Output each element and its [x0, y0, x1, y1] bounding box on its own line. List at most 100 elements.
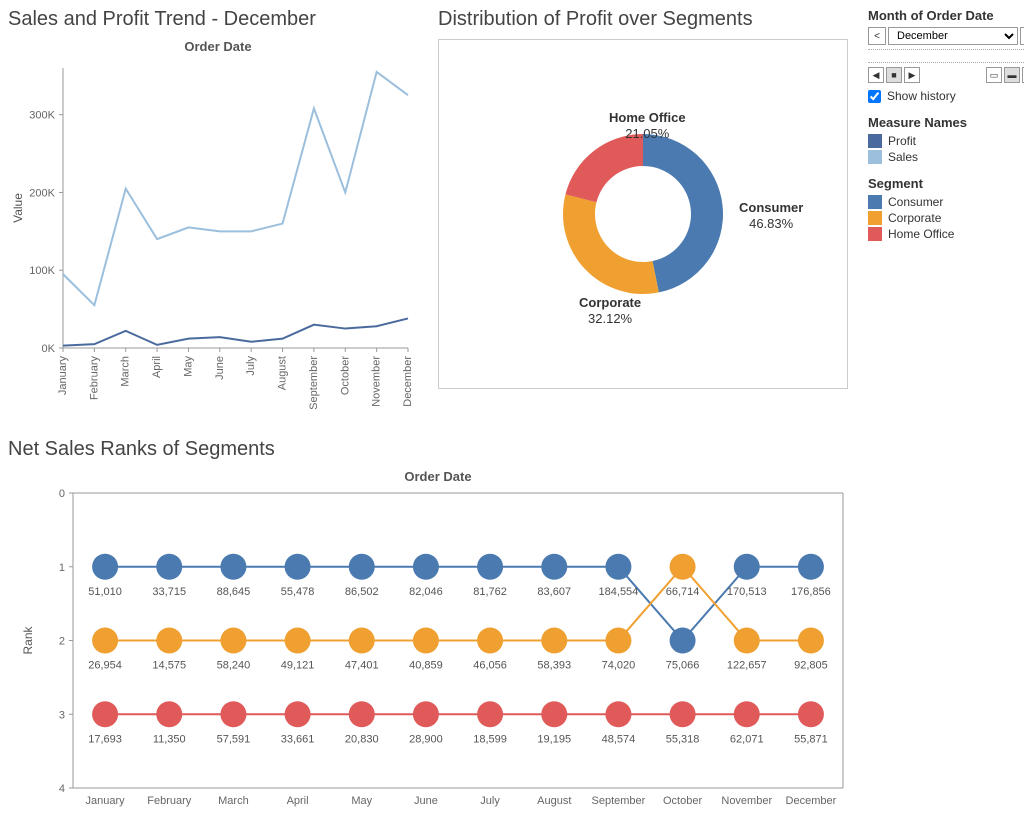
svg-text:Rank: Rank	[21, 625, 35, 654]
show-history-checkbox[interactable]	[868, 90, 881, 103]
measure-names-legend: Measure Names Profit Sales	[868, 115, 1024, 164]
svg-text:176,856: 176,856	[791, 586, 831, 598]
svg-text:December: December	[402, 356, 414, 407]
svg-text:May: May	[351, 795, 372, 807]
svg-text:3: 3	[59, 709, 65, 721]
panel3-title: Net Sales Ranks of Segments	[8, 438, 1008, 461]
line-chart-svg: 0K100K200K300KJanuaryFebruaryMarchAprilM…	[8, 58, 418, 428]
sales-profit-trend-panel: Sales and Profit Trend - December Order …	[8, 8, 428, 428]
svg-text:47,401: 47,401	[345, 660, 379, 672]
svg-text:18,599: 18,599	[473, 733, 507, 745]
rank-chart: 0 1 2 3 4 January February March April May June Jul…	[18, 488, 858, 818]
svg-text:170,513: 170,513	[727, 586, 767, 598]
svg-text:June: June	[414, 795, 438, 807]
month-select[interactable]: December	[888, 27, 1018, 45]
svg-text:March: March	[218, 795, 249, 807]
svg-text:100K: 100K	[29, 265, 55, 277]
svg-text:26,954: 26,954	[88, 660, 122, 672]
show-history-row: Show history	[868, 89, 1024, 103]
svg-text:4: 4	[59, 783, 65, 795]
step-forward-button[interactable]: ▶	[904, 67, 920, 83]
month-next-button[interactable]: >	[1020, 27, 1024, 45]
view-mode-1-button[interactable]: ▭	[986, 67, 1002, 83]
svg-text:33,661: 33,661	[281, 733, 315, 745]
svg-text:62,071: 62,071	[730, 733, 764, 745]
donut-label-consumer: Consumer46.83%	[739, 200, 803, 231]
svg-text:November: November	[371, 356, 383, 407]
svg-text:April: April	[287, 795, 309, 807]
rank-chart-svg: 0 1 2 3 4 January February March April May June Jul…	[18, 488, 858, 818]
svg-text:66,714: 66,714	[666, 586, 700, 598]
svg-text:20,830: 20,830	[345, 733, 379, 745]
svg-text:40,859: 40,859	[409, 660, 443, 672]
step-back-button[interactable]: ◀	[868, 67, 884, 83]
svg-text:58,393: 58,393	[537, 660, 571, 672]
svg-text:1: 1	[59, 562, 65, 574]
svg-text:January: January	[86, 795, 126, 807]
svg-text:200K: 200K	[29, 187, 55, 199]
svg-text:14,575: 14,575	[152, 660, 186, 672]
svg-text:88,645: 88,645	[217, 586, 251, 598]
svg-text:August: August	[277, 356, 289, 390]
svg-text:74,020: 74,020	[602, 660, 636, 672]
svg-text:46,056: 46,056	[473, 660, 507, 672]
donut-label-home-office: Home Office21.05%	[609, 110, 686, 141]
playback-icon-row: ◀ ■ ▶ ▭ ▬ ≡	[868, 67, 1024, 83]
svg-text:92,805: 92,805	[794, 660, 828, 672]
view-mode-2-button[interactable]: ▬	[1004, 67, 1020, 83]
svg-text:0: 0	[59, 488, 65, 500]
svg-text:February: February	[88, 356, 100, 401]
svg-text:55,478: 55,478	[281, 586, 315, 598]
svg-text:58,240: 58,240	[217, 660, 251, 672]
stop-button[interactable]: ■	[886, 67, 902, 83]
svg-text:57,591: 57,591	[217, 733, 251, 745]
svg-text:17,693: 17,693	[88, 733, 122, 745]
segment-legend: Segment Consumer Corporate Home Office	[868, 176, 1024, 241]
svg-text:Value: Value	[11, 193, 25, 223]
svg-text:11,350: 11,350	[153, 733, 186, 745]
svg-text:July: July	[480, 795, 500, 807]
svg-text:September: September	[308, 356, 320, 410]
svg-text:55,871: 55,871	[794, 733, 828, 745]
svg-text:184,554: 184,554	[599, 586, 639, 598]
svg-text:2: 2	[59, 636, 65, 648]
svg-text:48,574: 48,574	[602, 733, 636, 745]
show-history-label: Show history	[887, 89, 956, 103]
legend-item-sales[interactable]: Sales	[868, 150, 1024, 164]
svg-text:33,715: 33,715	[152, 586, 186, 598]
svg-text:September: September	[592, 795, 646, 807]
legend-item-consumer[interactable]: Consumer	[868, 195, 1024, 209]
profit-distribution-panel: Distribution of Profit over Segments Hom…	[438, 8, 848, 398]
svg-text:28,900: 28,900	[409, 733, 443, 745]
svg-text:July: July	[245, 356, 257, 376]
svg-text:March: March	[120, 356, 132, 387]
donut-chart: Home Office21.05% Consumer46.83% Corpora…	[438, 39, 848, 389]
svg-text:December: December	[786, 795, 837, 807]
svg-text:October: October	[663, 795, 702, 807]
svg-text:83,607: 83,607	[537, 586, 571, 598]
svg-text:February: February	[147, 795, 192, 807]
svg-text:122,657: 122,657	[727, 660, 767, 672]
svg-text:June: June	[214, 356, 226, 380]
svg-text:300K: 300K	[29, 110, 55, 122]
svg-text:49,121: 49,121	[281, 660, 315, 672]
segment-title: Segment	[868, 176, 1024, 191]
donut-label-corporate: Corporate32.12%	[579, 295, 641, 326]
measure-names-title: Measure Names	[868, 115, 1024, 130]
svg-text:81,762: 81,762	[473, 586, 507, 598]
time-slider[interactable]	[868, 49, 1024, 63]
legend-item-profit[interactable]: Profit	[868, 134, 1024, 148]
panel3-subtitle: Order Date	[18, 469, 858, 484]
legend-item-corporate[interactable]: Corporate	[868, 211, 1024, 225]
svg-text:May: May	[182, 356, 194, 377]
legend-item-home-office[interactable]: Home Office	[868, 227, 1024, 241]
svg-text:55,318: 55,318	[666, 733, 700, 745]
panel1-subtitle: Order Date	[8, 39, 428, 54]
svg-text:November: November	[721, 795, 772, 807]
line-chart: 0K100K200K300KJanuaryFebruaryMarchAprilM…	[8, 58, 418, 428]
svg-text:19,195: 19,195	[537, 733, 571, 745]
svg-text:75,066: 75,066	[666, 660, 700, 672]
month-filter-title: Month of Order Date	[868, 8, 1024, 23]
panel1-title: Sales and Profit Trend - December	[8, 8, 428, 31]
month-prev-button[interactable]: <	[868, 27, 886, 45]
